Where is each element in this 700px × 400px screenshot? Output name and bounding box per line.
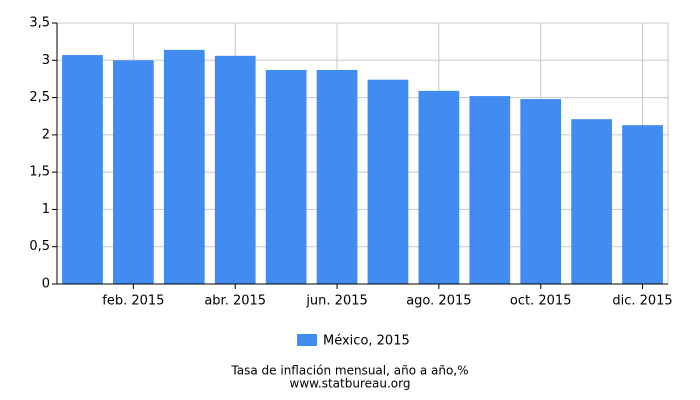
bar — [316, 69, 358, 284]
bar — [113, 60, 154, 285]
bar — [469, 96, 511, 284]
y-tick-label: 1 — [42, 202, 50, 217]
bar — [62, 55, 103, 284]
bar — [418, 90, 460, 284]
x-tick-label: abr. 2015 — [204, 294, 266, 309]
caption: Tasa de inflación mensual, año a año,% — [230, 364, 468, 378]
x-tick-label: feb. 2015 — [102, 294, 164, 309]
y-tick-label: 3,5 — [29, 16, 50, 31]
x-tick-label: oct. 2015 — [510, 294, 572, 309]
source: www.statbureau.org — [290, 377, 411, 391]
bar — [571, 119, 612, 284]
legend-swatch — [297, 334, 317, 346]
bar — [367, 79, 409, 284]
y-tick-label: 2,5 — [29, 90, 50, 105]
bar — [520, 99, 562, 284]
bar — [163, 49, 205, 284]
x-tick-label: ago. 2015 — [406, 294, 471, 309]
y-tick-label: 0 — [42, 277, 50, 292]
x-tick-label: jun. 2015 — [305, 294, 367, 309]
y-tick-label: 3 — [42, 53, 50, 68]
legend-label: México, 2015 — [323, 334, 410, 349]
y-tick-label: 1,5 — [29, 165, 50, 180]
bar — [265, 69, 307, 284]
y-tick-label: 2 — [42, 127, 50, 142]
y-tick-label: 0,5 — [29, 239, 50, 254]
bar — [622, 125, 663, 284]
bar — [214, 55, 256, 284]
x-tick-label: dic. 2015 — [612, 294, 672, 309]
